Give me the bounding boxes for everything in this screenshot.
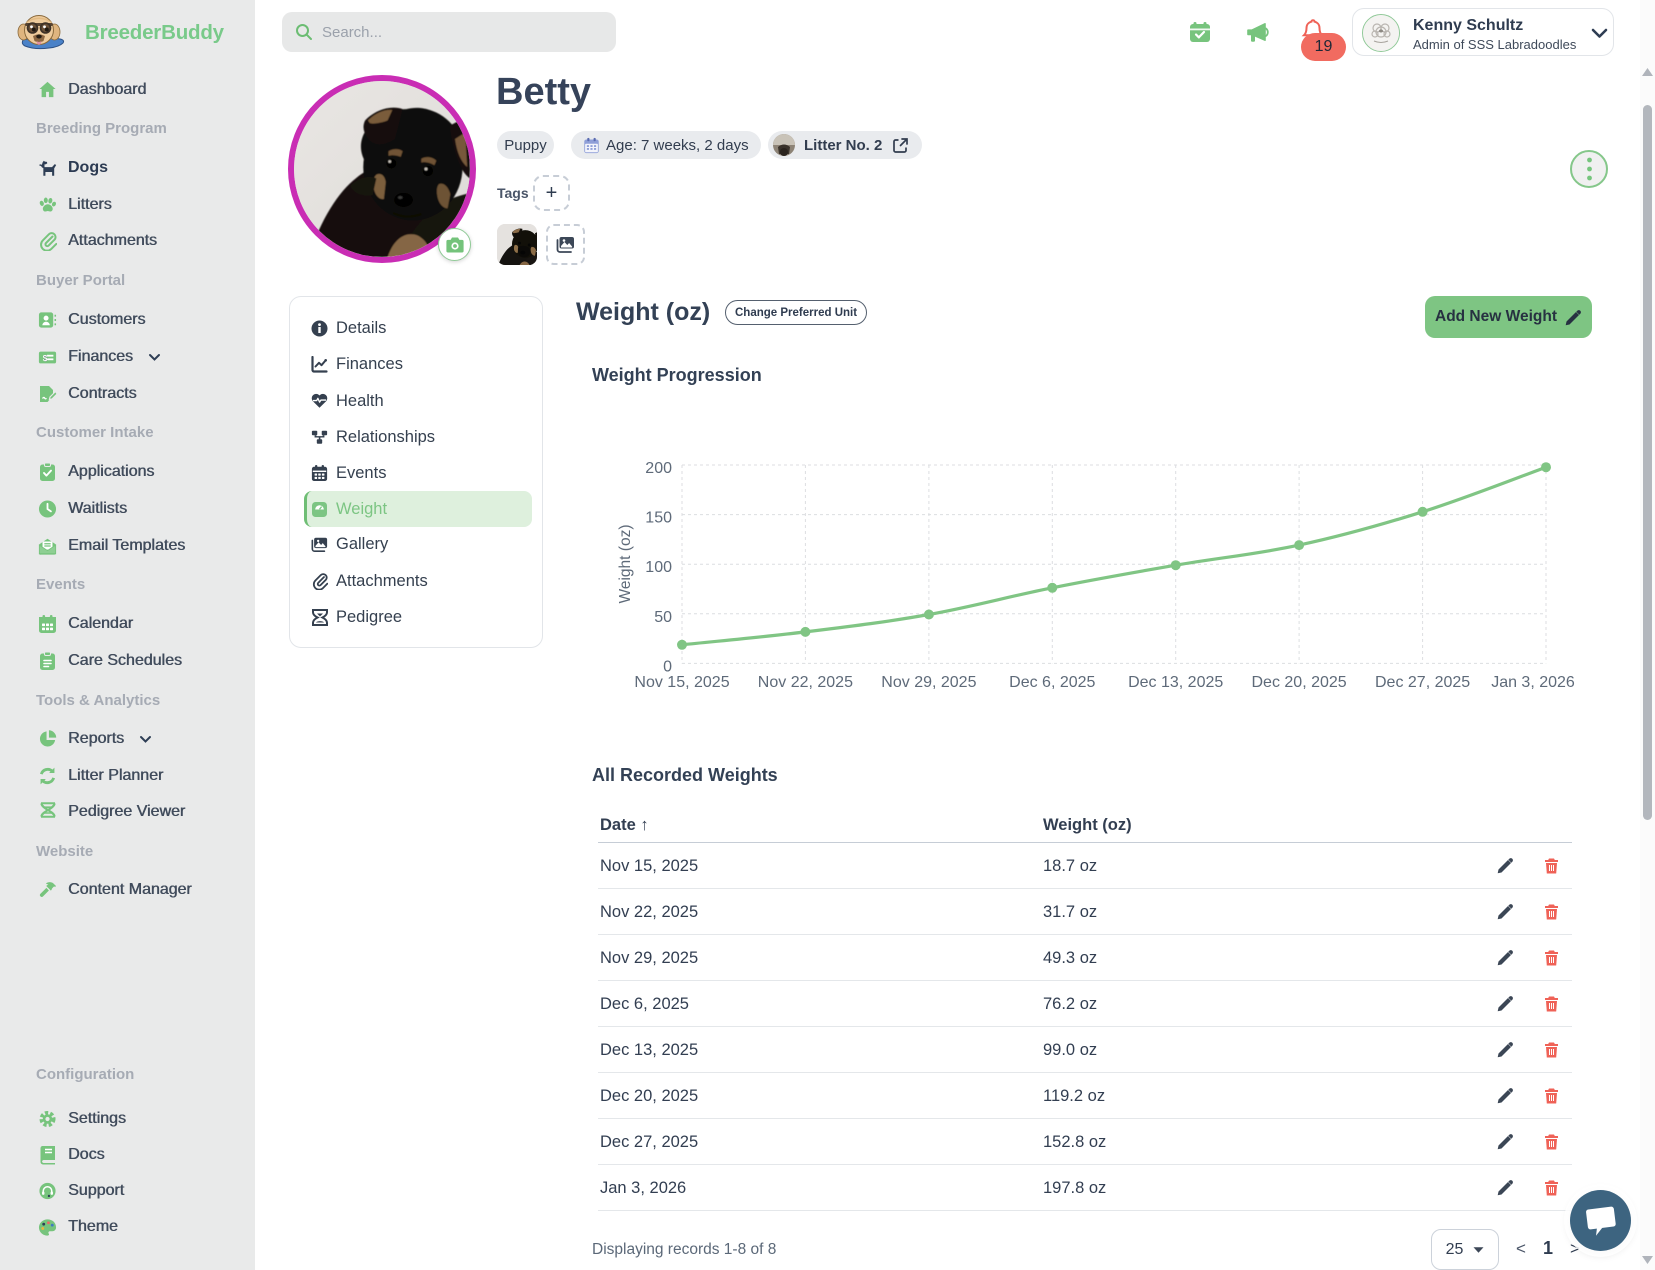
- svg-text:Nov 22, 2025: Nov 22, 2025: [758, 674, 853, 691]
- svg-text:150: 150: [645, 510, 672, 527]
- svg-text:Dec 20, 2025: Dec 20, 2025: [1252, 674, 1347, 691]
- svg-text:0: 0: [663, 658, 672, 675]
- svg-text:50: 50: [654, 609, 672, 626]
- svg-text:Dec 27, 2025: Dec 27, 2025: [1375, 674, 1470, 691]
- svg-text:Dec 6, 2025: Dec 6, 2025: [1009, 674, 1095, 691]
- svg-text:Dec 13, 2025: Dec 13, 2025: [1128, 674, 1223, 691]
- svg-text:$: $: [43, 352, 48, 362]
- svg-text:Nov 15, 2025: Nov 15, 2025: [634, 674, 729, 691]
- svg-text:Weight (oz): Weight (oz): [617, 525, 634, 604]
- svg-text:200: 200: [645, 460, 672, 477]
- svg-text:Jan 3, 2026: Jan 3, 2026: [1491, 674, 1575, 691]
- svg-text:100: 100: [645, 559, 672, 576]
- svg-text:Nov 29, 2025: Nov 29, 2025: [881, 674, 976, 691]
